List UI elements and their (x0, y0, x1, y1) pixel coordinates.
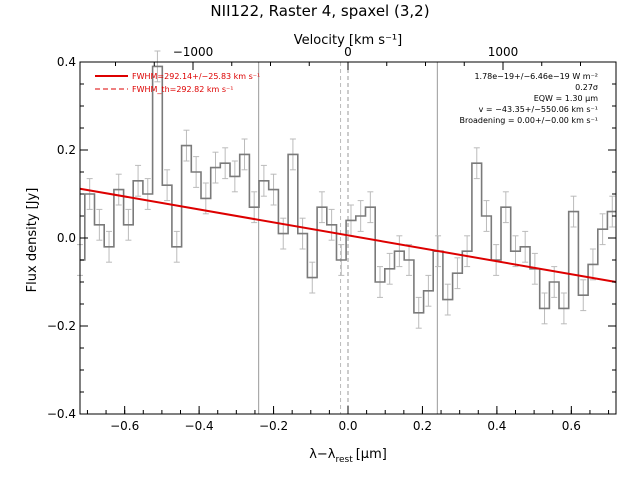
y-tick-label-3: 0.2 (57, 143, 76, 157)
x-tick-label-6: 0.6 (562, 419, 581, 433)
legend-label-fwhm: FWHM=292.14+/−25.83 km s⁻¹ (132, 72, 260, 81)
x-tick-label-5: 0.4 (487, 419, 506, 433)
top-tick-label-1: 0 (344, 45, 352, 59)
y-tick-label-2: 0.0 (57, 231, 76, 245)
fit-line-th (79, 188, 617, 283)
fit-lines (79, 187, 617, 283)
chart-title: NII122, Raster 4, spaxel (3,2) (210, 2, 429, 20)
annotation-sigma: 0.27σ (575, 83, 598, 92)
reference-lines (258, 62, 438, 414)
x-axis-label: λ−λrest [μm] (309, 447, 387, 465)
annotation-velocity: v = −43.35+/−550.06 km s⁻¹ (479, 105, 598, 114)
annotation-broadening: Broadening = 0.00+/−0.00 km s⁻¹ (460, 116, 598, 125)
x-axis-label-unit: [μm] (356, 447, 387, 462)
data-series (80, 65, 616, 314)
top-tick-label-0: −1000 (173, 45, 214, 59)
x-tick-label-2: −0.2 (259, 419, 288, 433)
axis-ticks: −0.6 −0.4 −0.2 0.0 0.2 0.4 0.6 −0.4 −0.2 0.0 0.2 0.… (47, 45, 616, 433)
annotation-eqw: EQW = 1.30 μm (534, 94, 598, 103)
x-tick-label-3: 0.0 (338, 419, 357, 433)
step-line (80, 65, 616, 314)
y-tick-label-1: −0.2 (47, 319, 76, 333)
x-axis-label-sub: rest (335, 455, 353, 465)
x-tick-label-0: −0.6 (110, 419, 139, 433)
top-tick-label-2: 1000 (488, 45, 519, 59)
y-tick-label-0: −0.4 (47, 407, 76, 421)
x-tick-label-4: 0.2 (413, 419, 432, 433)
annotation-flux: 1.78e−19+/−6.46e−19 W m⁻² (474, 72, 598, 81)
legend-label-fwhm-th: FWHM_th=292.82 km s⁻¹ (132, 85, 233, 94)
y-tick-label-4: 0.4 (57, 55, 76, 69)
legend: FWHM=292.14+/−25.83 km s⁻¹ FWHM_th=292.8… (95, 72, 260, 94)
y-axis-label: Flux density [Jy] (25, 188, 40, 293)
x-tick-label-1: −0.4 (185, 419, 214, 433)
x-axis-label-main: λ−λ (309, 447, 336, 462)
annotations: 1.78e−19+/−6.46e−19 W m⁻² 0.27σ EQW = 1.… (460, 72, 599, 125)
top-axis-label: Velocity [km s⁻¹] (294, 33, 402, 48)
